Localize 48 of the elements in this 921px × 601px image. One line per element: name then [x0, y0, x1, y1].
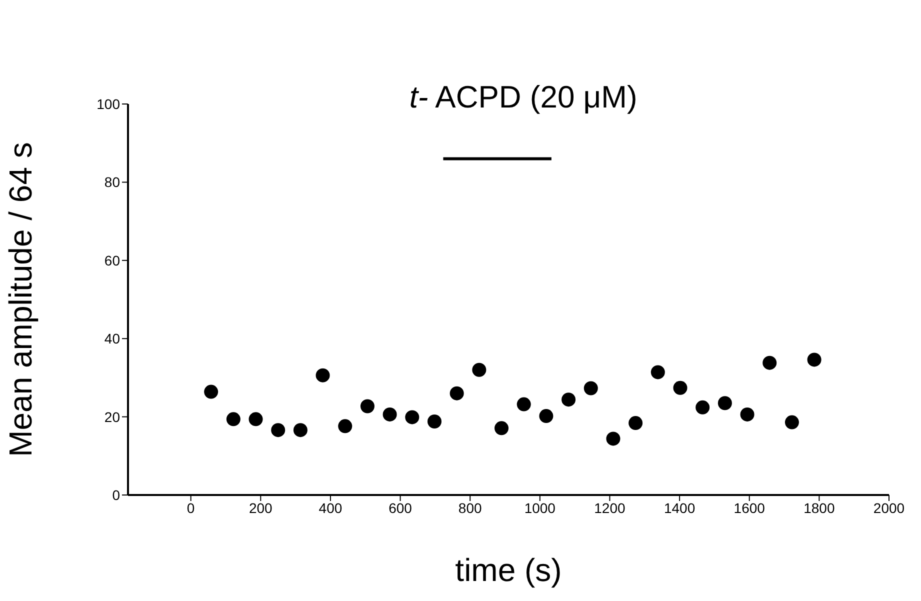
point: [784, 415, 799, 430]
x-tick-label: 2000: [873, 500, 905, 516]
point: [606, 432, 620, 446]
y-tick-label: 40: [104, 330, 120, 347]
point: [740, 407, 754, 422]
x-tick-label: 0: [186, 500, 195, 516]
point: [762, 356, 777, 370]
y-tick-label: 0: [112, 486, 120, 503]
annotation: t- ACPD (20 μM): [409, 79, 638, 114]
x-tick-label: 1600: [734, 500, 766, 516]
x-tick-label: 1400: [664, 500, 696, 516]
x-tick-label: 1800: [804, 500, 835, 516]
y-tick-label: 60: [104, 252, 120, 268]
point: [650, 365, 665, 380]
point: [807, 352, 822, 367]
point: [562, 392, 576, 407]
point: [494, 421, 509, 436]
point: [248, 412, 263, 426]
x-tick-label: 400: [318, 500, 342, 516]
point: [204, 384, 218, 399]
point: [360, 399, 374, 414]
point: [718, 396, 732, 410]
point: [338, 419, 352, 434]
point: [427, 414, 442, 428]
x-axis-title: time (s): [455, 552, 562, 588]
x-tick-label: 800: [458, 500, 482, 516]
point: [382, 407, 397, 422]
point: [584, 381, 598, 396]
point: [405, 410, 420, 424]
x-tick-label: 600: [388, 500, 412, 516]
x-tick-label: 1000: [524, 500, 556, 516]
y-tick-label: 100: [96, 96, 120, 112]
y-axis-title: Mean amplitude / 64 s: [2, 142, 38, 457]
point: [539, 409, 554, 424]
y-tick-label: 80: [104, 174, 120, 190]
point: [516, 397, 531, 412]
x-tick-label: 1200: [594, 500, 626, 516]
point: [293, 423, 308, 438]
point: [271, 423, 286, 438]
point: [628, 416, 643, 430]
point: [472, 362, 486, 377]
point: [316, 368, 330, 382]
point: [450, 386, 464, 400]
point: [226, 412, 240, 426]
point: [673, 380, 688, 395]
y-tick-label: 20: [104, 408, 120, 425]
point: [696, 400, 710, 414]
x-tick-label: 200: [248, 500, 273, 516]
